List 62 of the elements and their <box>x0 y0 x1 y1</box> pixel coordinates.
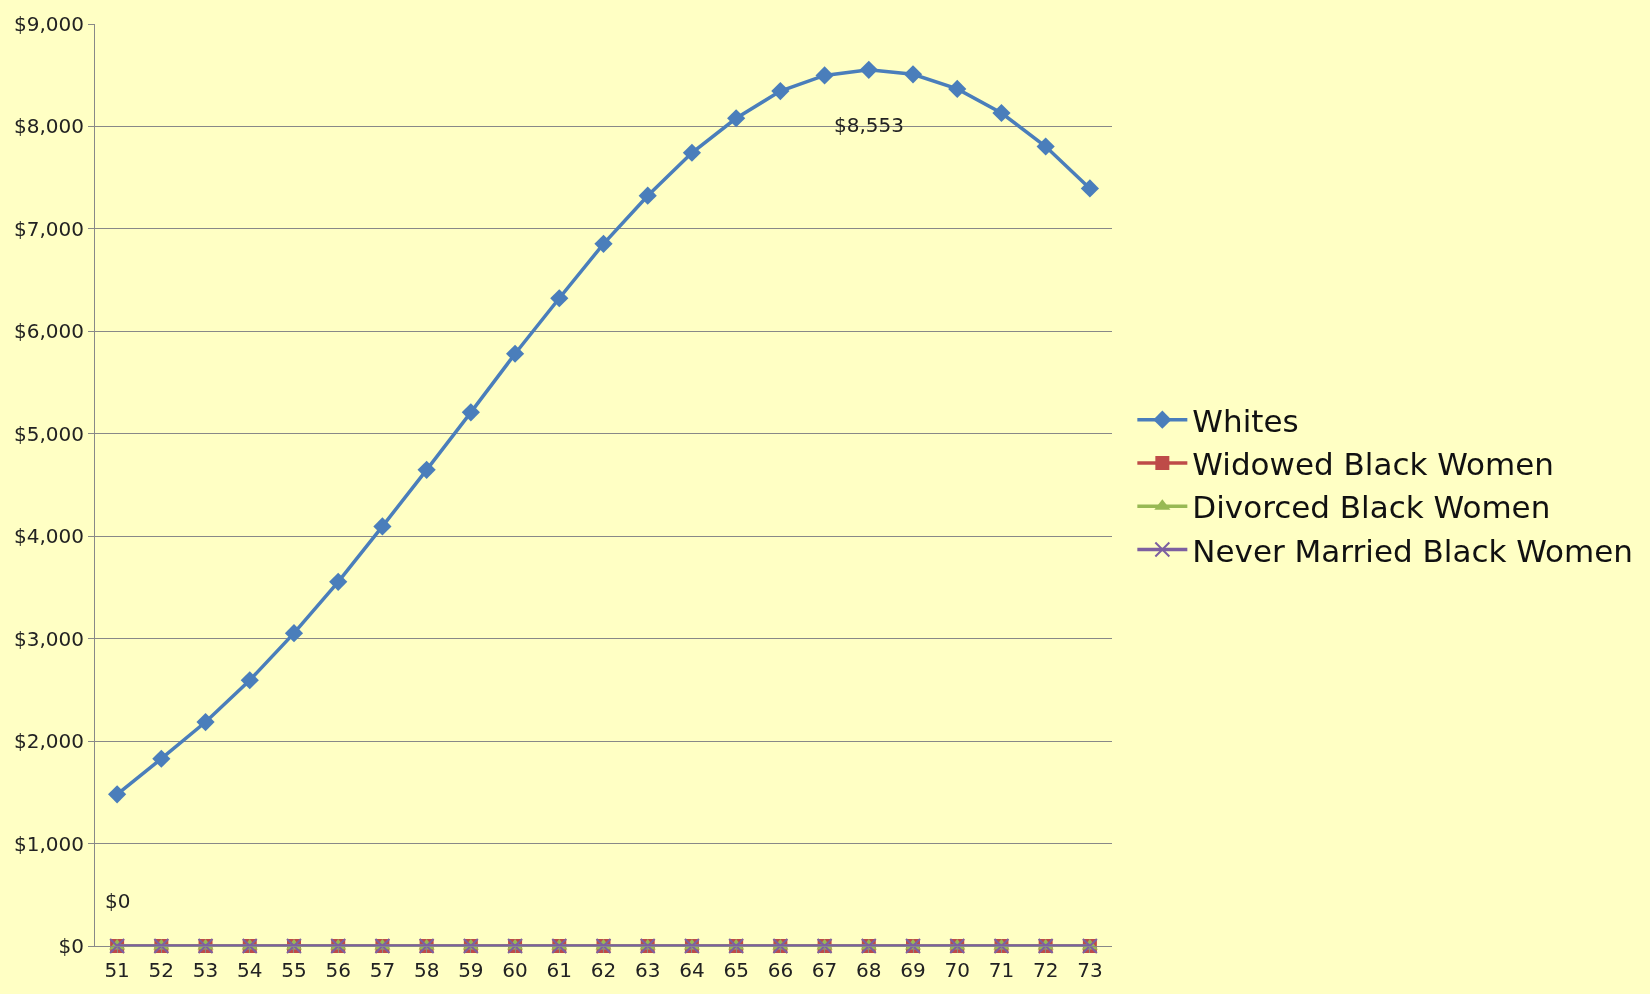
point <box>859 60 878 79</box>
x-tick-label: 54 <box>237 958 263 982</box>
x-tick-label: 67 <box>811 958 838 982</box>
x-tick-label: 60 <box>502 958 528 982</box>
point <box>417 460 436 479</box>
point <box>1080 179 1099 198</box>
x-tick-label: 53 <box>192 958 219 982</box>
point <box>1036 137 1055 156</box>
point <box>284 624 304 643</box>
point <box>373 517 392 536</box>
y-tick-label: $2,000 <box>14 729 84 754</box>
y-tick-label: $5,000 <box>14 421 84 446</box>
x-tick-label: 71 <box>988 958 1015 982</box>
point <box>505 344 525 363</box>
x-tick-label: 61 <box>546 958 573 982</box>
point <box>329 572 348 591</box>
point <box>727 109 746 128</box>
y-tick-label: $0 <box>58 934 84 958</box>
x-tick-label: 63 <box>634 958 661 982</box>
point <box>815 66 834 85</box>
x-tick-label: 56 <box>325 958 351 982</box>
point <box>594 234 613 253</box>
point <box>108 785 127 804</box>
point <box>903 65 923 84</box>
legend-label: Whites <box>1192 402 1299 439</box>
legend-label: Never Married Black Women <box>1192 532 1633 569</box>
point <box>152 749 171 768</box>
y-tick-label: $8,000 <box>14 114 84 139</box>
x-tick-label: 59 <box>458 958 484 982</box>
point <box>240 671 259 690</box>
y-tick-label: $7,000 <box>14 216 84 241</box>
x-tick-label: 68 <box>856 958 882 982</box>
legend-label: Divorced Black Women <box>1192 489 1551 526</box>
point <box>550 289 569 308</box>
x-tick-label: 57 <box>369 958 396 982</box>
point <box>461 403 480 422</box>
x-tick-label: 52 <box>148 958 175 982</box>
y-tick-label: $9,000 <box>14 12 84 36</box>
y-tick-label: $1,000 <box>14 831 84 856</box>
y-tick-label: $6,000 <box>14 319 84 344</box>
y-tick-label: $3,000 <box>14 626 84 651</box>
annotation: $8,553 <box>834 113 904 137</box>
x-tick-label: 55 <box>281 958 307 982</box>
x-tick-label: 51 <box>104 958 130 982</box>
x-tick-label: 70 <box>944 958 970 982</box>
point <box>771 82 790 101</box>
x-tick-label: 65 <box>723 958 749 982</box>
x-tick-label: 62 <box>590 958 617 982</box>
x-tick-label: 66 <box>767 958 794 982</box>
x-tick-label: 73 <box>1077 958 1103 982</box>
x-tick-label: 64 <box>679 958 705 982</box>
legend-label: Widowed Black Women <box>1192 446 1554 483</box>
annotation: $0 <box>105 889 131 913</box>
point <box>682 143 702 162</box>
point <box>638 186 657 205</box>
x-tick-label: 69 <box>900 958 926 982</box>
point <box>948 79 967 99</box>
point <box>992 103 1011 123</box>
y-tick-label: $4,000 <box>14 524 84 549</box>
x-tick-label: 58 <box>413 958 440 982</box>
point <box>196 712 215 732</box>
x-tick-label: 72 <box>1032 958 1059 982</box>
